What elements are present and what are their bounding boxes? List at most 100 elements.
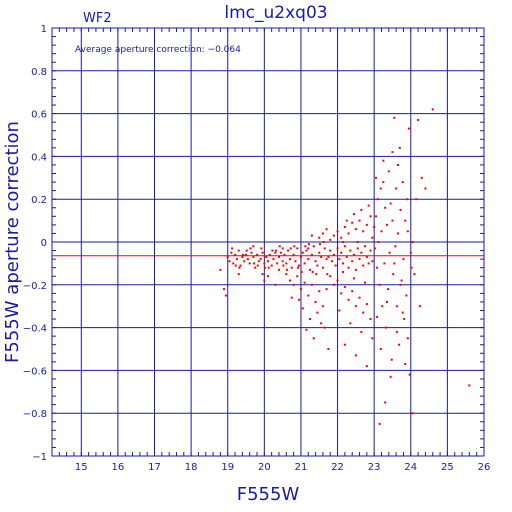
x-tick-label: 21 [295,462,308,473]
data-point [411,241,414,243]
data-point [369,215,372,218]
data-point [309,268,312,271]
data-point [310,234,313,237]
y-tick-label: −0.8 [23,409,47,420]
data-point [276,262,279,265]
data-point [365,303,368,306]
data-point [309,318,312,321]
data-point [245,253,248,256]
data-point [408,373,411,376]
data-point [360,251,363,254]
data-point [411,412,414,415]
data-point [354,228,357,231]
data-point [332,253,335,256]
data-point [420,176,423,179]
data-point [253,262,256,265]
data-point [381,305,384,308]
data-point [382,159,385,162]
data-point [379,348,382,350]
data-point [301,307,304,310]
data-point [318,251,321,254]
data-point [389,202,392,205]
data-point [282,264,285,267]
data-point [356,241,359,243]
data-point [406,230,409,233]
data-point [318,236,321,239]
data-point [298,298,301,301]
data-point [349,322,352,325]
data-point [340,251,343,254]
data-point [400,279,403,282]
data-point [254,266,257,269]
data-point [351,260,354,263]
data-point [382,181,385,184]
data-point [391,151,394,154]
data-point [325,258,328,261]
data-point [331,260,334,263]
data-point [387,288,390,291]
data-point [354,354,357,357]
data-point [256,264,259,267]
data-point [378,283,381,286]
data-point [343,285,346,288]
data-point [398,343,401,346]
data-point [297,266,300,269]
data-point [290,296,293,299]
data-point [263,279,266,282]
data-point [345,255,348,258]
data-point [354,305,357,308]
data-point [406,337,409,340]
data-point [356,247,359,250]
data-point [387,170,390,173]
data-point [320,255,323,258]
data-point [307,247,310,250]
data-point [371,337,374,340]
data-point [303,281,306,284]
chart-title: lmc_u2xq03 [224,3,327,23]
data-point [257,260,260,263]
data-point [367,204,370,207]
data-point [398,146,401,149]
data-point [401,181,404,184]
y-tick-label: 0.6 [31,110,47,121]
x-tick-label: 17 [148,462,161,473]
data-point [364,281,367,284]
data-point [249,247,252,250]
x-axis-label: F555W [237,484,300,505]
data-point [406,198,409,201]
data-point [336,247,339,250]
data-point [395,330,398,333]
data-point [314,260,317,263]
data-point [362,264,365,267]
data-point [404,362,407,365]
data-point [277,255,280,258]
data-point [351,221,354,224]
data-point [312,337,315,340]
data-point [267,266,270,269]
data-point [265,255,268,258]
data-point [392,273,395,276]
data-point [267,260,269,263]
data-point [248,262,251,265]
x-tick-label: 23 [368,462,381,473]
data-point [409,251,412,254]
data-point [378,422,381,425]
data-point [418,305,421,308]
tick-labels: 15 16 17 18 19 20 21 22 23 24 25 26 1 0.8 0.6 0.4 0.2 0 −0… [23,24,491,473]
data-point [371,260,374,263]
data-point [367,262,370,265]
data-point [385,223,388,226]
data-point [320,322,323,325]
data-point [329,275,332,278]
data-point [272,258,275,261]
data-point [301,251,304,254]
data-point [325,288,328,291]
data-point [228,260,231,263]
data-point [384,206,387,209]
data-point [376,198,379,201]
data-point [246,258,249,261]
data-point [369,249,372,252]
data-point [239,264,242,267]
data-point [326,273,329,276]
